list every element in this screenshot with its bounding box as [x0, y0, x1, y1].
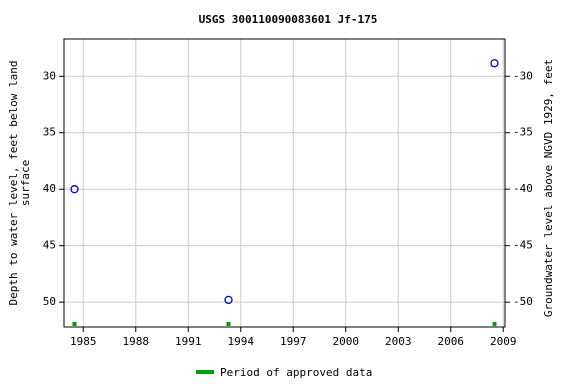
x-tick-label: 2003	[385, 335, 412, 348]
plot-area: 1985 1988 1991 1994 1997 2000 2003 2006 2009 30 35…	[43, 38, 533, 348]
y-tick-label: 40	[43, 182, 56, 195]
y2-tick-label: -45	[513, 239, 533, 252]
data-point	[224, 295, 233, 305]
y2-tick-label: -40	[513, 182, 533, 195]
x-tick-label: 1985	[70, 335, 97, 348]
x-tick-label: 1991	[175, 335, 202, 348]
chart-title: USGS 300110090083601 Jf-175	[199, 13, 378, 26]
y-tick-label: 30	[43, 69, 56, 82]
y-tick-label: 45	[43, 239, 56, 252]
y-axis-label: surface	[19, 160, 32, 206]
x-tick-label: 2000	[333, 335, 360, 348]
y-axis-label: Depth to water level, feet below land	[7, 60, 20, 305]
x-tick-label: 1988	[123, 335, 150, 348]
x-tick-label: 2009	[490, 335, 517, 348]
approved-period	[72, 322, 77, 326]
x-tick-label: 1994	[228, 335, 255, 348]
y2-axis-label: Groundwater level above NGVD 1929, feet	[542, 59, 555, 317]
data-point	[70, 185, 79, 194]
plot-frame	[63, 38, 506, 328]
data-point	[490, 59, 499, 68]
y2-tick-label: -30	[513, 69, 533, 82]
y-tick-label: 50	[43, 295, 56, 308]
approved-period	[226, 322, 231, 326]
y2-tick-label: -35	[513, 126, 533, 139]
y-tick-label: 35	[43, 126, 56, 139]
y2-tick-label: -50	[513, 295, 533, 308]
legend-label: Period of approved data	[220, 366, 372, 379]
x-tick-label: 1997	[280, 335, 307, 348]
approved-period	[492, 322, 497, 326]
x-tick-label: 2006	[438, 335, 465, 348]
